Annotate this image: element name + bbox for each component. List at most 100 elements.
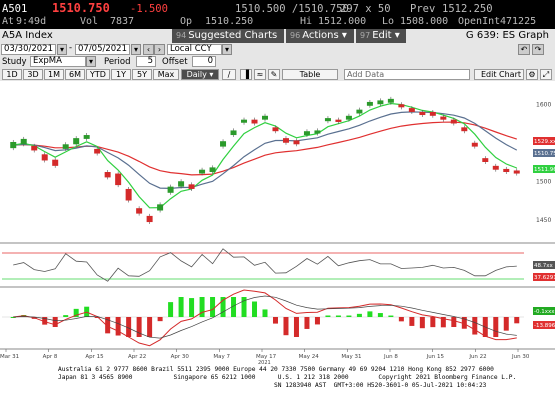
candle [419,111,426,116]
candle [10,141,17,149]
macd-histogram-bar [409,317,415,326]
range-3d-button[interactable]: 3D [23,69,43,80]
macd-histogram-bar [377,313,383,317]
candle [125,188,132,201]
range-6m-button[interactable]: 6M [65,69,85,80]
quote-oi: 471225 [500,16,537,27]
quote-open-label: Op [180,16,193,27]
scroll-right-icon[interactable]: › [154,44,165,55]
table-button[interactable]: Table [282,69,338,80]
quote-vol-label: Vol [80,16,99,27]
price-chart[interactable]: 16001550150014501529.xx1510.751511.9648.… [0,81,555,366]
macd-histogram-bar [472,317,478,335]
range-5y-button[interactable]: 5Y [132,69,152,80]
expand-icon[interactable]: ⤢ [540,69,552,80]
candle [62,144,69,149]
suggested-charts-label: Suggested Charts [188,30,278,41]
candle [503,168,510,173]
study-dropdown-icon[interactable]: ▾ [86,56,96,67]
edit-menu-button[interactable]: 97 Edit ▾ [356,29,406,43]
macd-histogram-bar [252,301,258,317]
macd-histogram-bar [335,315,341,317]
study-label: Study [2,57,27,67]
chart-area[interactable]: 16001550150014501529.xx1510.751511.9648.… [0,81,555,366]
candle [314,130,321,134]
macd-histogram-bar [419,317,425,329]
add-data-input[interactable]: Add Data [344,69,470,80]
candle [146,215,153,223]
range-max-button[interactable]: Max [153,69,179,80]
candle [450,119,457,124]
study-select[interactable]: ExpMA [30,56,86,67]
offset-input[interactable]: 0 [192,56,216,67]
macd-histogram-bar [241,297,247,317]
quote-size: 297 x 50 [340,3,391,15]
annotate-icon[interactable]: ✎ [268,69,280,80]
macd-histogram-bar [189,298,195,317]
macd-histogram-bar [105,317,111,334]
graph-name: G 639: ES Graph [465,30,549,41]
candle [178,181,185,187]
ema-long-line [13,121,517,176]
start-date-field[interactable]: 03/30/2021 [1,44,56,55]
macd-histogram-bar [199,297,205,317]
currency-select[interactable]: Local CCY [167,44,222,55]
candle [262,115,268,120]
start-date-picker-icon[interactable]: ▾ [57,44,67,55]
range-1m-button[interactable]: 1M [44,69,64,80]
x-tick-label: Mar 31 [0,354,19,360]
price-label: 1510.75 [534,151,555,157]
settings-icon[interactable]: ⚙ [526,69,538,80]
quote-time-label: At [2,16,15,27]
x-tick-label: Jun 22 [468,354,486,360]
study-icon[interactable]: ≈ [254,69,266,80]
end-date-picker-icon[interactable]: ▾ [131,44,141,55]
suggested-charts-button[interactable]: 94 Suggested Charts [172,29,284,43]
x-tick-label: May 17 [256,354,277,360]
candle [167,186,174,193]
quote-prev: 1512.250 [442,3,493,15]
x-tick-label: Jun 30 [511,354,530,360]
candle [356,109,363,114]
edit-chart-button[interactable]: Edit Chart [474,69,524,80]
price-label-box [533,165,555,173]
range-ytd-button[interactable]: YTD [86,69,110,80]
range-1y-button[interactable]: 1Y [111,69,131,80]
scroll-left-icon[interactable]: ‹ [143,44,154,55]
candle [440,116,447,120]
x-tick-label: May 31 [341,354,361,360]
currency-dropdown-icon[interactable]: ▾ [222,44,232,55]
rsi-label-box [533,261,555,269]
suggested-charts-number: 94 [176,31,187,40]
period-input[interactable]: 5 [136,56,156,67]
candle [52,159,59,166]
macd-histogram-bar [136,317,142,337]
ema-mid-line [13,111,518,190]
actions-menu-button[interactable]: 96 Actions ▾ [286,29,354,43]
frequency-select[interactable]: Daily ▾ [181,69,219,80]
footer: Australia 61 2 9777 8600 Brazil 5511 239… [0,365,555,400]
candle [104,172,111,178]
macd-histogram-bar [73,308,79,317]
redo-icon[interactable]: ↷ [532,44,544,55]
undo-icon[interactable]: ↶ [518,44,530,55]
macd-histogram-bar [398,317,404,322]
x-tick-label: May 7 [213,354,230,360]
macd-histogram-bar [388,315,394,317]
chart-type-icon[interactable]: ▐ [240,69,252,80]
rsi-label-box [533,273,555,281]
actions-menu-number: 96 [290,31,301,40]
candle [408,108,415,112]
candle [20,138,27,145]
footer-line-2: Japan 81 3 4565 8900 Singapore 65 6212 1… [58,374,517,381]
macd-histogram-bar [451,317,457,328]
candle [136,208,143,214]
macd-histogram-bar [42,317,48,325]
date-range-row: 03/30/2021 ▾ - 07/05/2021 ▾ ‹ › Local CC… [0,43,555,56]
macd-histogram-bar [356,313,362,317]
end-date-field[interactable]: 07/05/2021 [75,44,130,55]
range-1d-button[interactable]: 1D [2,69,22,80]
candle [73,138,80,145]
candle [345,115,352,120]
draw-line-icon[interactable]: ∕ [222,69,236,80]
